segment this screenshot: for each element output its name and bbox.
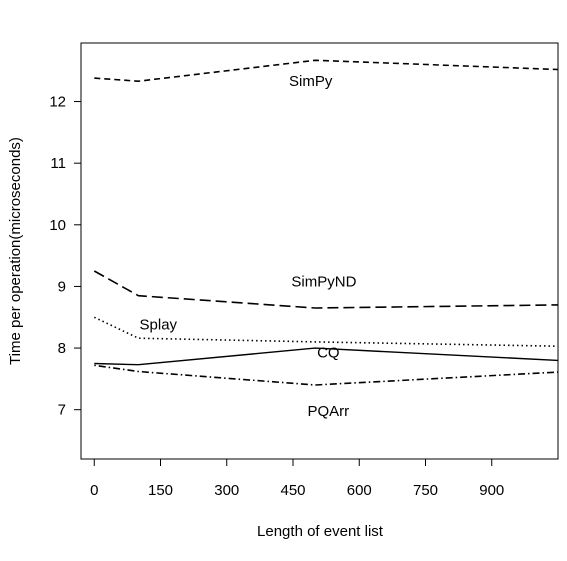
y-tick-label: 12 bbox=[49, 94, 66, 111]
x-tick-label: 750 bbox=[413, 482, 438, 499]
series-line-pqarr bbox=[94, 364, 559, 386]
series-line-splay bbox=[93, 316, 559, 347]
y-tick-label: 11 bbox=[50, 155, 66, 172]
y-axis-label: Time per operation(microseconds) bbox=[7, 137, 24, 365]
x-tick-label: 300 bbox=[214, 482, 239, 499]
y-tick-label: 10 bbox=[49, 217, 66, 234]
series-line-simpynd bbox=[93, 270, 559, 309]
series-label-splay: Splay bbox=[140, 317, 178, 334]
series-lines bbox=[93, 59, 559, 386]
x-tick-label: 150 bbox=[148, 482, 173, 499]
x-tick-label: 900 bbox=[479, 482, 504, 499]
series-label-pqarr: PQArr bbox=[307, 403, 349, 420]
y-axis: 7 8 9 10 11 12 bbox=[49, 94, 81, 419]
series-line-cq bbox=[94, 347, 559, 366]
series-label-simpy: SimPy bbox=[289, 73, 333, 90]
y-tick-label: 7 bbox=[58, 402, 66, 419]
series-labels: SimPy SimPyND Splay CQ PQArr bbox=[140, 73, 357, 420]
x-tick-label: 0 bbox=[90, 482, 98, 499]
x-tick-label: 600 bbox=[347, 482, 372, 499]
series-label-simpynd: SimPyND bbox=[291, 274, 356, 291]
x-axis-label: Length of event list bbox=[257, 523, 384, 540]
x-axis: 0 150 300 450 600 750 900 bbox=[90, 459, 504, 499]
y-tick-label: 8 bbox=[58, 340, 66, 357]
x-tick-label: 450 bbox=[280, 482, 305, 499]
y-tick-label: 9 bbox=[58, 278, 66, 295]
series-label-cq: CQ bbox=[317, 344, 340, 361]
plot-frame bbox=[80, 42, 559, 460]
series-line-simpy bbox=[94, 59, 559, 83]
